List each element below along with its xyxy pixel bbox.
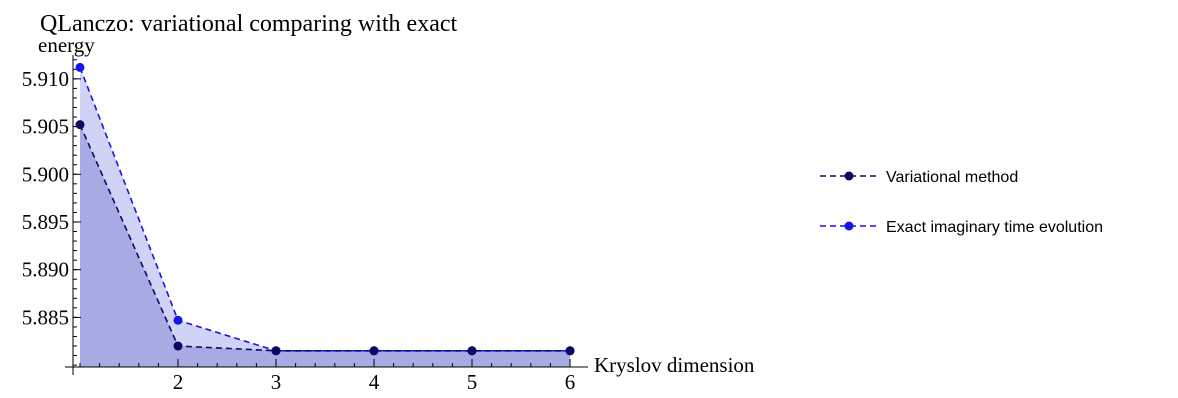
series-fill (80, 124, 570, 368)
major-ticks (72, 78, 571, 375)
legend-label: Exact imaginary time evolution (886, 219, 1103, 236)
data-point (565, 346, 575, 356)
x-tick-label: 4 (369, 370, 380, 394)
series-fills (80, 67, 570, 368)
series-points (75, 62, 575, 356)
data-point (467, 346, 477, 356)
data-point (271, 346, 281, 356)
data-point (75, 120, 85, 130)
legend: Variational method Exact imaginary time e… (820, 169, 1103, 236)
legend-label: Variational method (886, 169, 1018, 186)
data-point (173, 341, 183, 351)
data-point (75, 62, 85, 72)
y-axis-label: energy (38, 33, 95, 57)
y-tick-label: 5.890 (22, 258, 69, 282)
chart-title: QLanczo: variational comparing with exac… (40, 11, 457, 37)
y-tick-label: 5.910 (22, 67, 69, 91)
series-line (79, 67, 570, 352)
y-tick-label: 5.905 (22, 115, 69, 139)
x-tick-label: 5 (467, 370, 478, 394)
series-lines (79, 67, 570, 352)
x-tick-label: 2 (173, 370, 184, 394)
y-tick-label: 5.895 (22, 210, 69, 234)
legend-swatch-marker (844, 221, 854, 231)
x-axis-label: Kryslov dimension (594, 353, 755, 377)
y-tick-label: 5.885 (22, 305, 69, 329)
x-tick-label: 6 (565, 370, 576, 394)
x-tick-label: 3 (271, 370, 282, 394)
data-point (369, 346, 379, 356)
y-tick-label: 5.900 (22, 162, 69, 186)
legend-swatch-marker (844, 171, 854, 181)
series-line (79, 124, 570, 352)
data-point (173, 315, 183, 325)
tick-labels: 5.885 5.890 5.895 5.900 5.905 5.910 2 3 4 5 6 (22, 67, 576, 394)
